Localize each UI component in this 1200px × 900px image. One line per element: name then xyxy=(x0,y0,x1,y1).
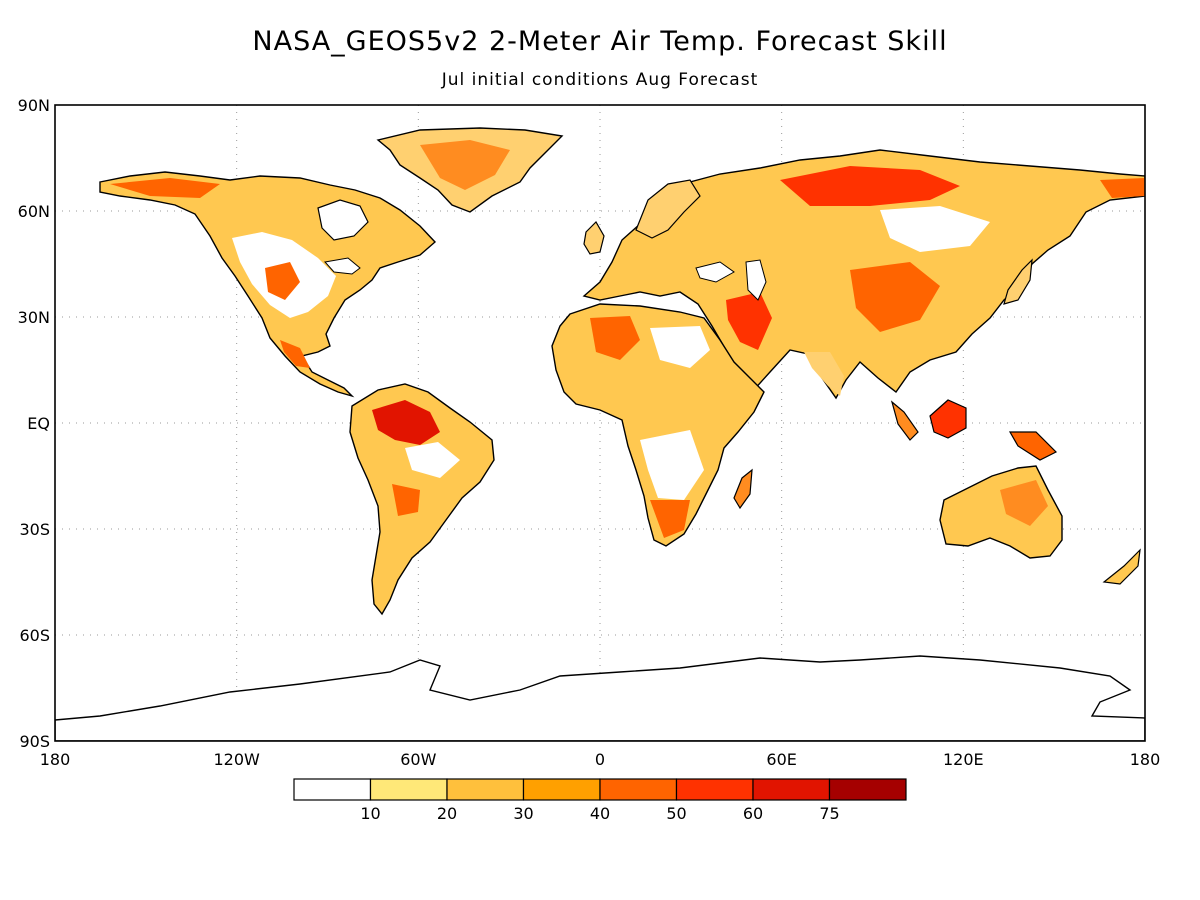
map-frame xyxy=(54,104,1146,742)
land-alaska-high xyxy=(110,178,220,198)
land-australia xyxy=(939,465,1063,559)
land-britain xyxy=(583,221,605,255)
land-scandinavia xyxy=(635,179,701,239)
latitude-labels: 90N 60N 30N EQ 30S 60S 90S xyxy=(18,96,50,751)
land-australia-high xyxy=(1000,480,1048,526)
land-borneo xyxy=(929,399,967,439)
legend-tick-label: 60 xyxy=(743,804,763,823)
legend-tick-label: 10 xyxy=(360,804,380,823)
water-great-lakes xyxy=(324,257,361,275)
land-brazil-low xyxy=(405,442,460,478)
legend-tick-label: 40 xyxy=(590,804,610,823)
lon-tick-label: 180 xyxy=(1130,750,1161,769)
land-mexico-high xyxy=(280,340,310,368)
land-sahara-high xyxy=(590,316,640,360)
lon-tick-label: 60E xyxy=(766,750,796,769)
lon-tick-label: 0 xyxy=(595,750,605,769)
lon-tick-label: 60W xyxy=(400,750,436,769)
legend-tick-label: 20 xyxy=(437,804,457,823)
water-hudson-bay xyxy=(317,199,369,241)
land-arabia-high xyxy=(726,292,772,350)
land-new-guinea xyxy=(1008,431,1058,461)
land-antarctica xyxy=(55,655,1145,741)
legend-swatch xyxy=(752,778,831,801)
land-siberia-high xyxy=(780,166,960,206)
legend-swatch xyxy=(675,778,754,801)
land-africa xyxy=(551,303,765,547)
water-caspian-sea xyxy=(745,259,767,301)
land-chukotka-high xyxy=(1100,178,1145,198)
legend-swatch xyxy=(828,778,907,801)
land-north-america-high xyxy=(265,262,300,300)
map-title: NASA_GEOS5v2 2-Meter Air Temp. Forecast … xyxy=(252,26,948,57)
land-layer xyxy=(55,127,1145,741)
map-subtitle: Jul initial conditions Aug Forecast xyxy=(441,70,759,90)
land-sumatra xyxy=(890,400,919,441)
land-new-zealand xyxy=(1102,548,1141,585)
legend-swatch xyxy=(369,778,448,801)
land-sahara-low xyxy=(650,326,710,368)
land-south-america-high xyxy=(392,484,420,516)
lon-tick-label: 120E xyxy=(943,750,984,769)
lat-tick-label: 30S xyxy=(19,520,50,539)
land-amazon-high xyxy=(372,400,440,445)
lat-tick-label: 60N xyxy=(18,202,50,221)
land-central-africa-low xyxy=(640,430,704,500)
legend-tick-label: 30 xyxy=(513,804,533,823)
legend-swatch xyxy=(522,778,601,801)
legend-tick-label: 75 xyxy=(819,804,839,823)
lat-tick-label: EQ xyxy=(27,414,50,433)
land-south-america xyxy=(349,383,495,616)
color-legend: 10 20 30 40 50 60 75 xyxy=(293,778,907,823)
longitude-labels: 180 120W 60W 0 60E 120E 180 xyxy=(40,750,1161,769)
lat-tick-label: 90N xyxy=(18,96,50,115)
land-china-high xyxy=(850,262,940,332)
land-madagascar xyxy=(733,468,753,510)
legend-swatch xyxy=(293,778,372,801)
lon-tick-label: 120W xyxy=(213,750,260,769)
legend-tick-label: 50 xyxy=(666,804,686,823)
lat-tick-label: 60S xyxy=(19,626,50,645)
land-greenland-skill xyxy=(420,140,510,190)
water-black-sea xyxy=(695,261,735,283)
lat-tick-label: 90S xyxy=(19,732,50,751)
lon-tick-label: 180 xyxy=(40,750,71,769)
land-india xyxy=(804,352,844,396)
legend-swatch xyxy=(446,778,525,801)
legend-swatch xyxy=(599,778,678,801)
land-south-africa-high xyxy=(650,500,690,538)
land-siberia-low xyxy=(880,206,990,252)
lat-tick-label: 30N xyxy=(18,308,50,327)
land-japan xyxy=(1003,258,1033,305)
